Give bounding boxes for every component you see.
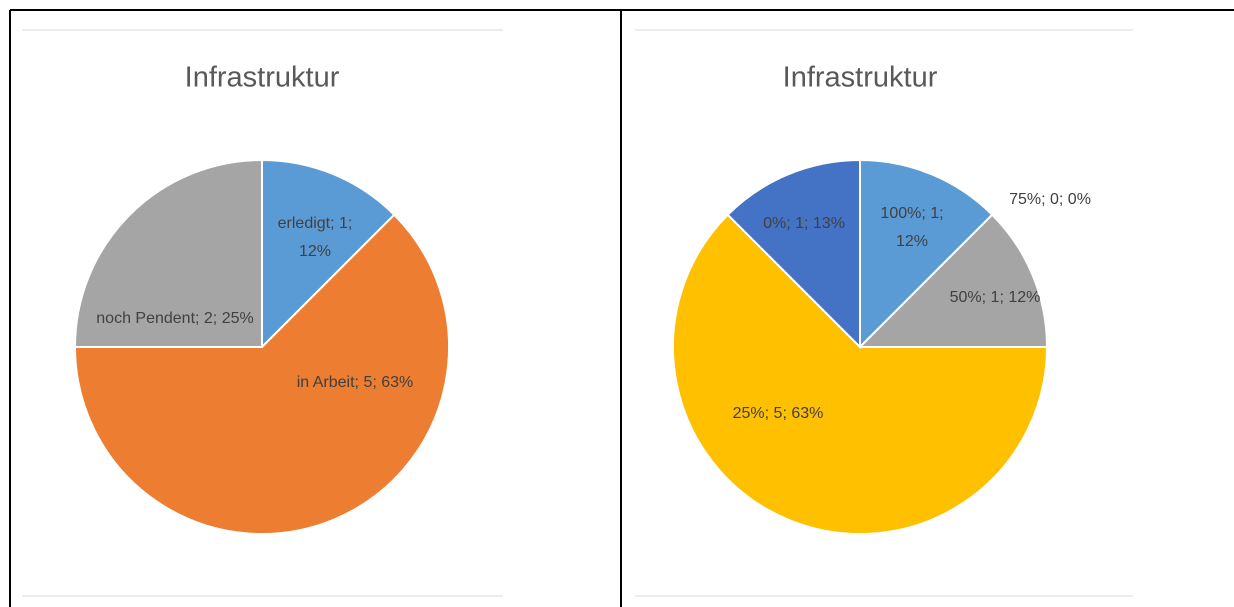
pie-slice <box>73 158 263 348</box>
data-label: noch Pendent; 2; 25% <box>96 310 254 327</box>
pie-slice <box>726 158 861 350</box>
pie-slice <box>672 213 1049 535</box>
pie-slice <box>73 213 450 535</box>
data-label: 75%; 0; 0% <box>1009 191 1091 208</box>
data-label: 0%; 1; 13% <box>763 215 845 232</box>
data-label: in Arbeit; 5; 63% <box>296 374 414 391</box>
data-label: 25%; 5; 63% <box>732 405 824 422</box>
pie-slice <box>857 213 1049 348</box>
data-label: erledigt; 1; 12% <box>277 215 353 260</box>
pie-slice <box>859 158 994 350</box>
data-label: 100%; 1; 12% <box>880 205 944 250</box>
chart-title: Infrastruktur <box>782 61 938 94</box>
data-label: 50%; 1; 12% <box>949 289 1041 306</box>
pie-slice <box>261 158 396 350</box>
chart-title: Infrastruktur <box>184 61 340 94</box>
